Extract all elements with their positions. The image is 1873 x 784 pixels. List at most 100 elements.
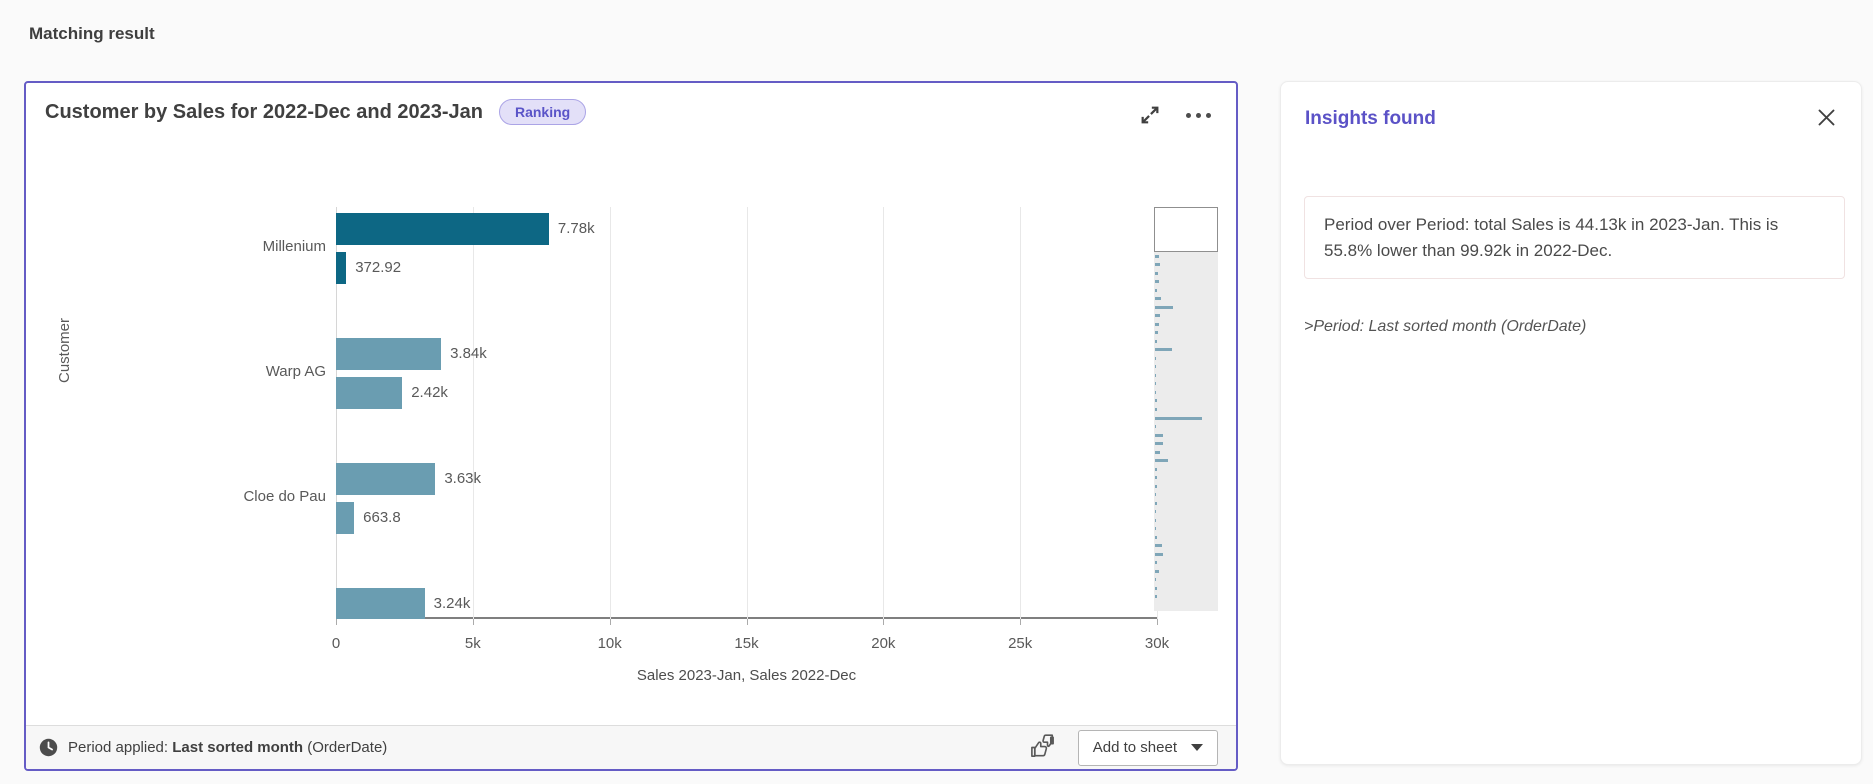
navigator-bar [1155, 356, 1157, 360]
period-field: (OrderDate) [307, 739, 388, 756]
insights-panel: Insights found Period over Period: total… [1280, 81, 1862, 765]
insight-period-note: >Period: Last sorted month (OrderDate) [1304, 318, 1587, 335]
bar[interactable] [336, 463, 436, 495]
bar[interactable] [336, 338, 442, 370]
category-label: Millenium [262, 238, 326, 255]
navigator-bar [1155, 365, 1157, 369]
navigator-bar [1155, 271, 1158, 275]
close-icon[interactable] [1813, 104, 1839, 130]
gridline [746, 207, 748, 619]
period-applied-text: Period applied: Last sorted month (Order… [68, 739, 388, 756]
bar[interactable] [336, 502, 355, 534]
navigator-bar [1155, 442, 1163, 446]
expand-icon[interactable] [1136, 101, 1164, 129]
navigator-bar [1155, 433, 1163, 437]
chart-title: Customer by Sales for 2022-Dec and 2023-… [45, 100, 483, 123]
navigator-bar [1155, 467, 1157, 471]
x-tick-mark [336, 619, 337, 625]
navigator-bar [1155, 484, 1157, 488]
navigator-bar [1155, 305, 1173, 309]
category-label: Cloe do Pau [243, 488, 326, 505]
x-tick-label: 25k [1008, 635, 1033, 652]
x-tick-label: 30k [1144, 635, 1170, 652]
navigator-bar [1155, 501, 1157, 505]
navigator-bar [1155, 297, 1161, 301]
bar-value-label: 663.8 [363, 509, 401, 526]
x-axis-label: Sales 2023-Jan, Sales 2022-Dec [636, 667, 857, 684]
navigator-bar [1155, 339, 1158, 343]
navigator-bar [1155, 493, 1157, 497]
navigator-bar [1155, 586, 1158, 590]
navigator-bar [1155, 331, 1158, 335]
bar-value-label: 7.78k [557, 220, 595, 237]
navigator-bar [1155, 561, 1157, 565]
clock-icon [38, 738, 58, 758]
navigator-bar [1155, 459, 1169, 463]
navigator-bar [1155, 476, 1157, 480]
x-tick-mark [609, 619, 611, 625]
chart-scroll-navigator[interactable] [1154, 207, 1218, 611]
navigator-bar [1155, 263, 1160, 267]
chevron-down-icon [1191, 744, 1203, 751]
chart-card-footer: Period applied: Last sorted month (Order… [26, 725, 1236, 769]
insight-card[interactable]: Period over Period: total Sales is 44.13… [1304, 196, 1845, 279]
bar[interactable] [336, 252, 347, 284]
gridline [1020, 207, 1022, 619]
navigator-bar [1155, 552, 1164, 556]
navigator-bar [1155, 578, 1157, 582]
x-tick-mark [1020, 619, 1022, 625]
navigator-bar [1155, 399, 1157, 403]
navigator-bar [1155, 314, 1160, 318]
bar[interactable] [336, 213, 549, 245]
category-axis: Millenium Warp AG Cloe do Pau [26, 207, 326, 619]
more-menu-icon[interactable] [1184, 101, 1212, 129]
x-tick-mark [1157, 619, 1158, 625]
navigator-bar [1155, 348, 1172, 352]
navigator-bar [1155, 254, 1159, 258]
gridline [336, 207, 337, 619]
add-to-sheet-button[interactable]: Add to sheet [1077, 729, 1218, 766]
navigator-bar [1155, 408, 1157, 411]
bar-value-label: 2.42k [411, 384, 448, 401]
navigator-bar [1155, 280, 1159, 284]
chart-card: Customer by Sales for 2022-Dec and 2023-… [24, 81, 1238, 771]
page-title: Matching result [29, 24, 155, 43]
navigator-viewport[interactable] [1154, 207, 1218, 252]
navigator-bar [1155, 527, 1157, 531]
navigator-bar [1155, 535, 1157, 539]
navigator-bar [1155, 595, 1157, 599]
navigator-bar [1155, 382, 1157, 386]
navigator-bar [1155, 569, 1159, 573]
x-tick-label: 10k [597, 635, 622, 652]
x-tick-label: 15k [734, 635, 759, 652]
bar-value-label: 372.92 [355, 259, 402, 276]
navigator-bar [1155, 416, 1202, 420]
x-tick-label: 20k [871, 635, 896, 652]
feedback-thumbs-icon[interactable] [1028, 733, 1058, 763]
navigator-bar [1155, 322, 1159, 326]
navigator-bar [1155, 544, 1162, 548]
x-tick-mark [746, 619, 748, 625]
x-tick-label: 0 [331, 635, 341, 652]
gridline [609, 207, 611, 619]
navigator-bar [1155, 510, 1157, 514]
period-value: Last sorted month [172, 739, 304, 756]
ranking-badge: Ranking [498, 99, 587, 126]
navigator-bar [1155, 425, 1157, 429]
plot-area: Sales 2023-Jan, Sales 2022-Dec 0 5k 10k 15k… [332, 207, 1169, 684]
navigator-bar [1155, 373, 1157, 377]
navigator-bar [1155, 288, 1158, 292]
bar-value-label: 3.63k [444, 470, 482, 487]
gridline [883, 207, 885, 619]
x-tick-label: 5k [464, 635, 481, 652]
bar[interactable] [336, 588, 425, 619]
gridline [472, 207, 474, 619]
navigator-bar [1155, 518, 1157, 522]
navigator-bar [1155, 450, 1161, 454]
bar-value-label: 3.84k [450, 345, 487, 362]
insights-panel-title: Insights found [1305, 108, 1436, 129]
category-label: Warp AG [265, 363, 326, 380]
bar[interactable] [336, 377, 403, 409]
bar-value-label: 3.24k [433, 594, 471, 612]
